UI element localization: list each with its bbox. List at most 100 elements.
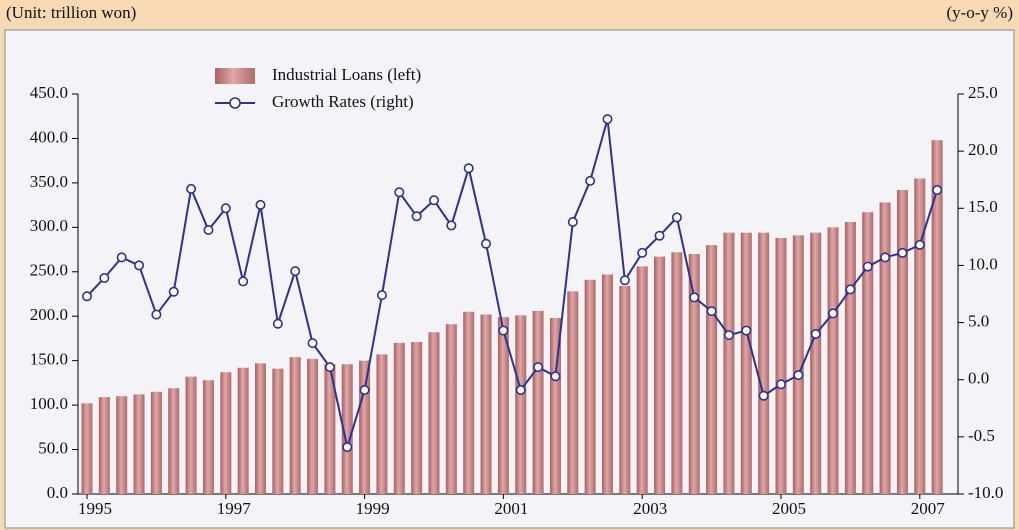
growth-marker [342,442,353,453]
growth-marker [394,187,405,198]
bar [463,311,475,494]
growth-marker [134,260,145,271]
y2-tick-label: 0.0 [968,369,989,388]
x-tick-label: 1997 [217,499,252,518]
bar [324,364,336,494]
growth-marker [775,379,786,390]
x-tick-label: 2005 [772,499,806,518]
growth-marker [446,220,457,231]
growth-marker [359,384,370,395]
bar [393,342,405,494]
bar [428,332,440,494]
growth-marker [116,252,127,263]
bar [619,286,631,494]
bar [844,222,856,494]
legend-swatch [215,68,255,84]
y2-tick-label: 25.0 [968,83,998,102]
growth-marker [238,276,249,287]
bar [185,376,197,494]
bar [480,314,492,494]
bar [445,324,457,494]
growth-marker [168,286,179,297]
bar [567,291,579,494]
growth-marker [793,370,804,381]
growth-marker [810,328,821,339]
x-tick-label: 2007 [911,499,946,518]
growth-marker [220,203,231,214]
growth-marker [602,114,613,125]
legend-label: Growth Rates (right) [272,92,414,111]
bar [497,317,509,494]
bar [116,396,128,494]
y-tick-label: 450.0 [30,83,68,102]
growth-marker [845,284,856,295]
bar [272,368,284,494]
growth-marker [290,266,301,277]
legend-swatch [229,97,241,109]
growth-marker [533,362,544,373]
bar [792,235,804,495]
bar [636,266,648,494]
bar [341,364,353,494]
bar [289,357,301,494]
bar [862,212,874,494]
growth-marker [706,306,717,317]
bar [896,190,908,494]
bar [810,232,822,494]
bar [202,380,214,494]
bar [515,315,527,494]
bar [723,232,735,494]
growth-marker [619,275,630,286]
growth-marker [828,308,839,319]
growth-marker [741,325,752,336]
bar [740,232,752,494]
growth-marker [463,163,474,174]
y-tick-label: 0.0 [47,483,68,502]
growth-marker [498,325,509,336]
bar [879,202,891,494]
bar [532,310,544,494]
bar [168,388,180,494]
bar [98,397,110,494]
bar [827,227,839,495]
y2-tick-label: 10.0 [968,254,998,273]
growth-marker [411,211,422,222]
growth-marker [324,362,335,373]
bar [133,394,145,494]
growth-marker [428,195,439,206]
growth-marker [307,338,318,349]
growth-marker [567,217,578,228]
bar [758,232,770,494]
bar [150,391,162,494]
growth-marker [723,330,734,341]
growth-marker [914,239,925,250]
bar [359,360,371,494]
growth-marker [637,247,648,258]
growth-marker [272,318,283,329]
y-tick-label: 400.0 [30,127,68,146]
growth-marker [932,185,943,196]
y-tick-label: 50.0 [38,438,68,457]
y2-tick-label: 15.0 [968,197,998,216]
growth-marker [515,384,526,395]
y-tick-label: 200.0 [30,305,68,324]
growth-marker [99,272,110,283]
growth-marker [186,183,197,194]
growth-marker [689,292,700,303]
y-tick-label: 250.0 [30,261,68,280]
y-tick-label: 350.0 [30,172,68,191]
bar [931,140,943,494]
bar [706,245,718,494]
growth-marker [758,390,769,401]
y-tick-label: 100.0 [30,394,68,413]
legend-label: Industrial Loans (left) [272,65,421,84]
growth-marker [897,247,908,258]
bar [307,358,319,494]
bar [602,274,613,494]
x-tick-label: 1999 [356,499,390,518]
growth-marker [481,238,492,249]
bar [775,238,787,494]
growth-marker [151,309,162,320]
growth-marker [82,291,93,302]
